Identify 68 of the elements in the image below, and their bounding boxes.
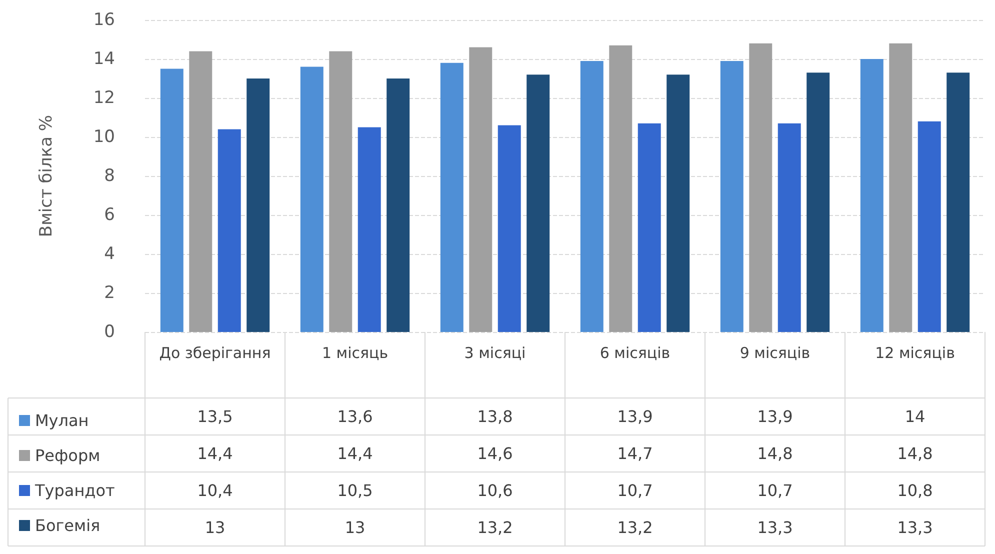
- data-label: 10,7: [617, 481, 653, 500]
- y-tick-label: 16: [93, 10, 115, 30]
- data-label: 10,5: [337, 481, 373, 500]
- bar: [246, 78, 270, 332]
- legend-label: Реформ: [35, 446, 100, 465]
- x-tick-label: 1 місяць: [322, 344, 388, 362]
- bar: [666, 74, 690, 332]
- bar: [806, 72, 830, 332]
- y-tick-label: 2: [104, 283, 115, 303]
- data-label: 13,2: [617, 518, 653, 537]
- y-tick-label: 0: [104, 322, 115, 342]
- data-label: 13,9: [757, 407, 793, 426]
- bar: [778, 123, 801, 332]
- data-label: 14,4: [197, 444, 233, 463]
- data-label: 14,7: [617, 444, 653, 463]
- bar: [918, 121, 941, 332]
- data-label: 10,7: [757, 481, 793, 500]
- x-tick-label: 12 місяців: [875, 344, 955, 362]
- bar: [329, 51, 352, 332]
- x-tick-label: До зберігання: [159, 344, 271, 362]
- y-tick-label: 8: [104, 166, 115, 186]
- legend-label: Богемія: [35, 516, 100, 535]
- data-label: 13,5: [197, 407, 233, 426]
- legend-label: Мулан: [35, 411, 89, 430]
- data-label: 14,8: [757, 444, 793, 463]
- bar: [638, 123, 661, 332]
- y-tick-label: 14: [93, 49, 115, 69]
- bar: [469, 47, 492, 332]
- bar: [300, 66, 324, 332]
- bar: [189, 51, 212, 332]
- data-label: 10,4: [197, 481, 233, 500]
- data-label: 13: [204, 518, 226, 537]
- y-axis-title: Вміст білка %: [36, 114, 56, 238]
- bar: [498, 125, 521, 332]
- bar: [720, 60, 744, 332]
- y-tick-label: 12: [93, 88, 115, 108]
- data-label: 10,8: [897, 481, 933, 500]
- bar: [609, 45, 632, 332]
- bar: [946, 72, 970, 332]
- data-label: 13,8: [477, 407, 513, 426]
- x-tick-label: 9 місяців: [740, 344, 810, 362]
- bar: [160, 68, 184, 332]
- data-label: 14: [904, 407, 926, 426]
- x-tick-label: 6 місяців: [600, 344, 670, 362]
- data-label: 13,3: [757, 518, 793, 537]
- data-label: 13: [344, 518, 366, 537]
- bar: [749, 43, 772, 332]
- bar: [218, 129, 241, 332]
- data-label: 14,4: [337, 444, 373, 463]
- data-label: 13,3: [897, 518, 933, 537]
- x-tick-label: 3 місяці: [464, 344, 526, 362]
- bar: [860, 59, 884, 332]
- y-tick-label: 4: [104, 244, 115, 264]
- data-label: 13,6: [337, 407, 373, 426]
- data-label: 13,2: [477, 518, 513, 537]
- y-tick-label: 10: [93, 127, 115, 147]
- bar: [580, 60, 604, 332]
- bar: [440, 62, 464, 332]
- bar: [526, 74, 550, 332]
- y-tick-label: 6: [104, 205, 115, 225]
- bar: [358, 127, 381, 332]
- data-label: 14,6: [477, 444, 513, 463]
- bar: [889, 43, 912, 332]
- data-label: 10,6: [477, 481, 513, 500]
- bar: [386, 78, 410, 332]
- data-label: 14,8: [897, 444, 933, 463]
- legend-label: Турандот: [34, 481, 115, 500]
- data-label: 13,9: [617, 407, 653, 426]
